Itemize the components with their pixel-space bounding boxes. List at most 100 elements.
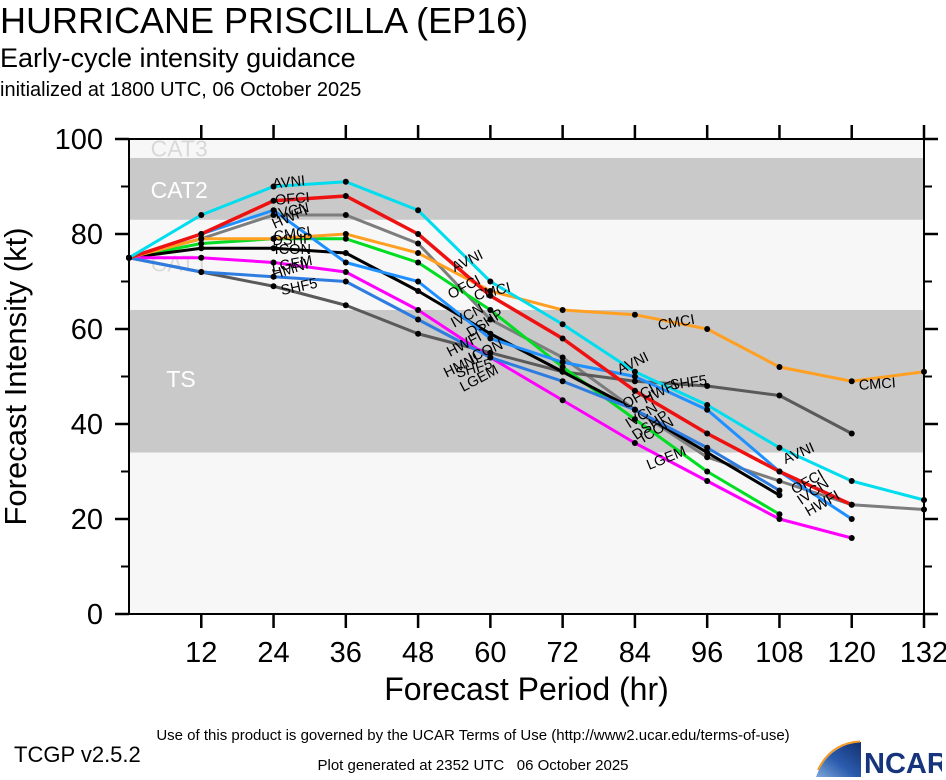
data-point <box>198 240 205 247</box>
series-ofci <box>126 193 855 508</box>
data-point <box>559 335 566 342</box>
data-point <box>848 430 855 437</box>
page-subtitle: Early-cycle intensity guidance <box>0 43 356 73</box>
y-tick-label: 60 <box>71 314 103 346</box>
data-point <box>631 373 638 380</box>
data-point <box>415 307 422 313</box>
intensity-guidance-chart: TSCAT1CAT2CAT3AVNIOFCIIVCNHWFICMCIDSHPIC… <box>0 124 946 707</box>
data-point <box>776 478 783 484</box>
x-tick-label: 132 <box>900 637 946 669</box>
data-point <box>415 207 422 214</box>
data-point <box>415 259 422 266</box>
data-point <box>631 378 638 385</box>
ncar-logo-orange-arc <box>817 740 861 771</box>
model-label-avni: AVNI <box>272 173 306 192</box>
data-point <box>776 364 783 370</box>
data-point <box>270 273 277 280</box>
data-point <box>848 378 855 385</box>
data-point <box>559 368 566 375</box>
model-label-dshp: DSHP <box>272 231 313 249</box>
data-point <box>415 231 422 237</box>
data-point <box>631 311 638 318</box>
y-tick-label: 80 <box>71 219 103 251</box>
data-point <box>342 259 349 266</box>
y-axis-title: Forecast Intensity (kt) <box>0 227 33 525</box>
data-point <box>848 501 855 508</box>
x-axis-title: Forecast Period (hr) <box>384 671 669 707</box>
data-point <box>704 478 711 484</box>
band-cat3 <box>129 139 924 158</box>
data-point <box>342 250 349 256</box>
data-point <box>776 492 783 499</box>
data-point <box>776 392 783 399</box>
ncar-logo-text: NCAR <box>864 748 942 780</box>
data-point <box>848 535 855 541</box>
data-point <box>198 269 205 275</box>
data-point <box>270 197 277 204</box>
ncar-logo: NCAR <box>816 740 942 780</box>
data-point <box>487 292 494 299</box>
x-tick-label: 12 <box>185 637 217 669</box>
data-point <box>776 511 783 518</box>
y-tick-label: 100 <box>55 124 103 156</box>
data-point <box>342 235 349 242</box>
band-ts <box>129 310 924 453</box>
model-label-cmci: CMCI <box>273 224 312 245</box>
model-label-cmci: CMCI <box>858 375 896 394</box>
tool-version-label: TCGP v2.5.2 <box>14 742 141 767</box>
data-point <box>559 321 566 328</box>
x-tick-label: 24 <box>257 637 289 669</box>
data-point <box>704 468 711 475</box>
axes: 12 24 36 48 60 72 84 96 108 120 132 0 20 40 60 80 100 <box>55 124 946 669</box>
band-label-cat2: CAT2 <box>151 177 208 203</box>
data-point <box>270 212 277 218</box>
data-point <box>487 278 494 285</box>
data-point <box>848 478 855 484</box>
series-line-dshp <box>128 237 781 516</box>
data-point <box>270 245 277 252</box>
data-point <box>559 307 566 313</box>
data-point <box>342 302 349 309</box>
band-label-ts: TS <box>166 366 195 392</box>
x-tick-label: 120 <box>828 637 876 669</box>
data-point <box>270 235 277 242</box>
data-point <box>559 364 566 370</box>
data-point <box>559 354 566 361</box>
x-tick-label: 96 <box>691 637 723 669</box>
data-point <box>342 212 349 218</box>
series-avni <box>126 178 927 503</box>
x-tick-label: 108 <box>755 637 803 669</box>
model-label-icon: ICON <box>275 242 311 258</box>
data-point <box>704 430 711 437</box>
data-point <box>487 316 494 323</box>
data-point <box>704 326 711 332</box>
model-label-shf5: SHF5 <box>279 276 319 299</box>
data-point <box>776 516 783 522</box>
x-tick-label: 84 <box>619 637 651 669</box>
model-label-shf5: SHF5 <box>669 373 708 394</box>
band-cat1 <box>129 219 924 310</box>
band-cat2 <box>129 158 924 220</box>
terms-of-use-text: Use of this product is governed by the U… <box>156 727 790 744</box>
data-point <box>776 468 783 475</box>
data-point <box>487 330 494 337</box>
data-point <box>559 359 566 366</box>
y-tick-label: 0 <box>87 599 103 631</box>
data-point <box>704 383 711 389</box>
series-line-icon <box>128 246 781 497</box>
data-point <box>415 278 422 285</box>
data-point <box>270 259 277 266</box>
model-label-lgem: LGEM <box>270 253 313 276</box>
model-label-cmci: CMCI <box>657 312 696 334</box>
data-point <box>198 231 205 237</box>
data-point <box>776 487 783 494</box>
data-point <box>559 397 566 404</box>
series-line-cmci <box>128 232 925 383</box>
data-point <box>704 444 711 451</box>
data-point <box>631 387 638 394</box>
series-cmci <box>126 231 927 385</box>
data-point <box>559 378 566 385</box>
model-label-ofci: OFCI <box>274 190 310 209</box>
data-point <box>631 440 638 446</box>
